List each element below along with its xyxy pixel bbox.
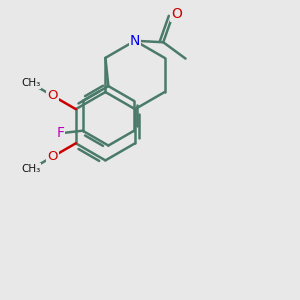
Text: O: O <box>171 7 182 21</box>
Text: CH₃: CH₃ <box>21 164 40 174</box>
Text: O: O <box>47 150 58 163</box>
Text: O: O <box>47 89 58 102</box>
Text: CH₃: CH₃ <box>21 78 40 88</box>
Text: N: N <box>130 34 140 48</box>
Text: F: F <box>56 126 64 140</box>
